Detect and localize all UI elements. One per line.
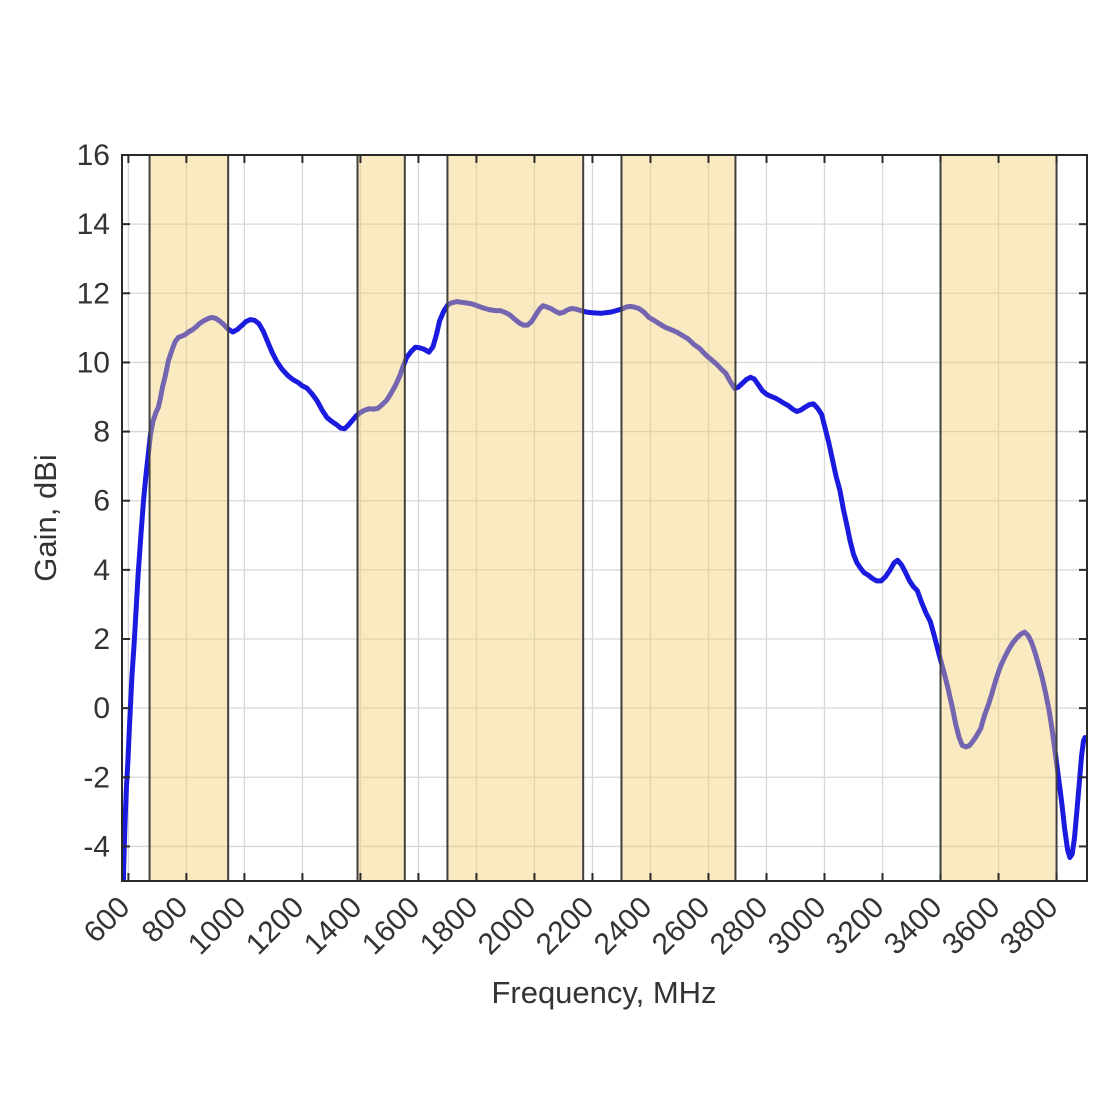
band-region — [447, 155, 584, 881]
x-tick-labels: 600 8001000120014001600180020002200240026… — [78, 891, 1065, 962]
plot-box — [121, 154, 1088, 882]
y-tick-label: 0 — [93, 692, 110, 725]
x-tick-label: 2600 — [646, 891, 717, 962]
y-tick-label: -4 — [83, 830, 110, 863]
y-tick-label: 10 — [77, 346, 110, 379]
y-tick-label: 6 — [93, 485, 110, 518]
tick-marks — [122, 154, 1087, 881]
y-tick-label: 14 — [77, 208, 110, 241]
x-tick-label: 3400 — [878, 891, 949, 962]
band-region — [357, 155, 405, 881]
band-region — [940, 155, 1057, 881]
y-tick-label: 2 — [93, 623, 110, 656]
x-axis-label: Frequency, MHz — [491, 975, 717, 1010]
x-tick-label: 3600 — [936, 891, 1007, 962]
y-tick-label: 16 — [77, 139, 110, 172]
plot-grid — [122, 154, 1087, 881]
x-tick-label: 2400 — [588, 891, 659, 962]
x-tick-label: 600 — [78, 891, 137, 950]
x-tick-label: 3000 — [762, 891, 833, 962]
band-region — [149, 155, 229, 881]
y-tick-label: 8 — [93, 416, 110, 449]
x-tick-label: 1400 — [298, 891, 369, 962]
y-tick-label: 4 — [93, 554, 110, 587]
y-axis-label: Gain, dBi — [28, 454, 63, 582]
y-tick-label: -2 — [83, 761, 110, 794]
x-tick-label: 1600 — [356, 891, 427, 962]
x-tick-label: 3800 — [994, 891, 1065, 962]
x-tick-label: 1200 — [240, 891, 311, 962]
x-tick-label: 1000 — [182, 891, 253, 962]
x-tick-label: 2800 — [704, 891, 775, 962]
x-tick-label: 3200 — [820, 891, 891, 962]
x-tick-label: 2000 — [472, 891, 543, 962]
gain-curve — [122, 299, 1087, 881]
y-tick-labels: -4 -2 0 2 4 6 8 10 12 14 16 — [77, 139, 110, 863]
y-tick-label: 12 — [77, 277, 110, 310]
x-tick-label: 1800 — [414, 891, 485, 962]
band-region — [621, 155, 736, 881]
x-tick-label: 2200 — [530, 891, 601, 962]
frequency-bands — [148, 155, 1058, 881]
